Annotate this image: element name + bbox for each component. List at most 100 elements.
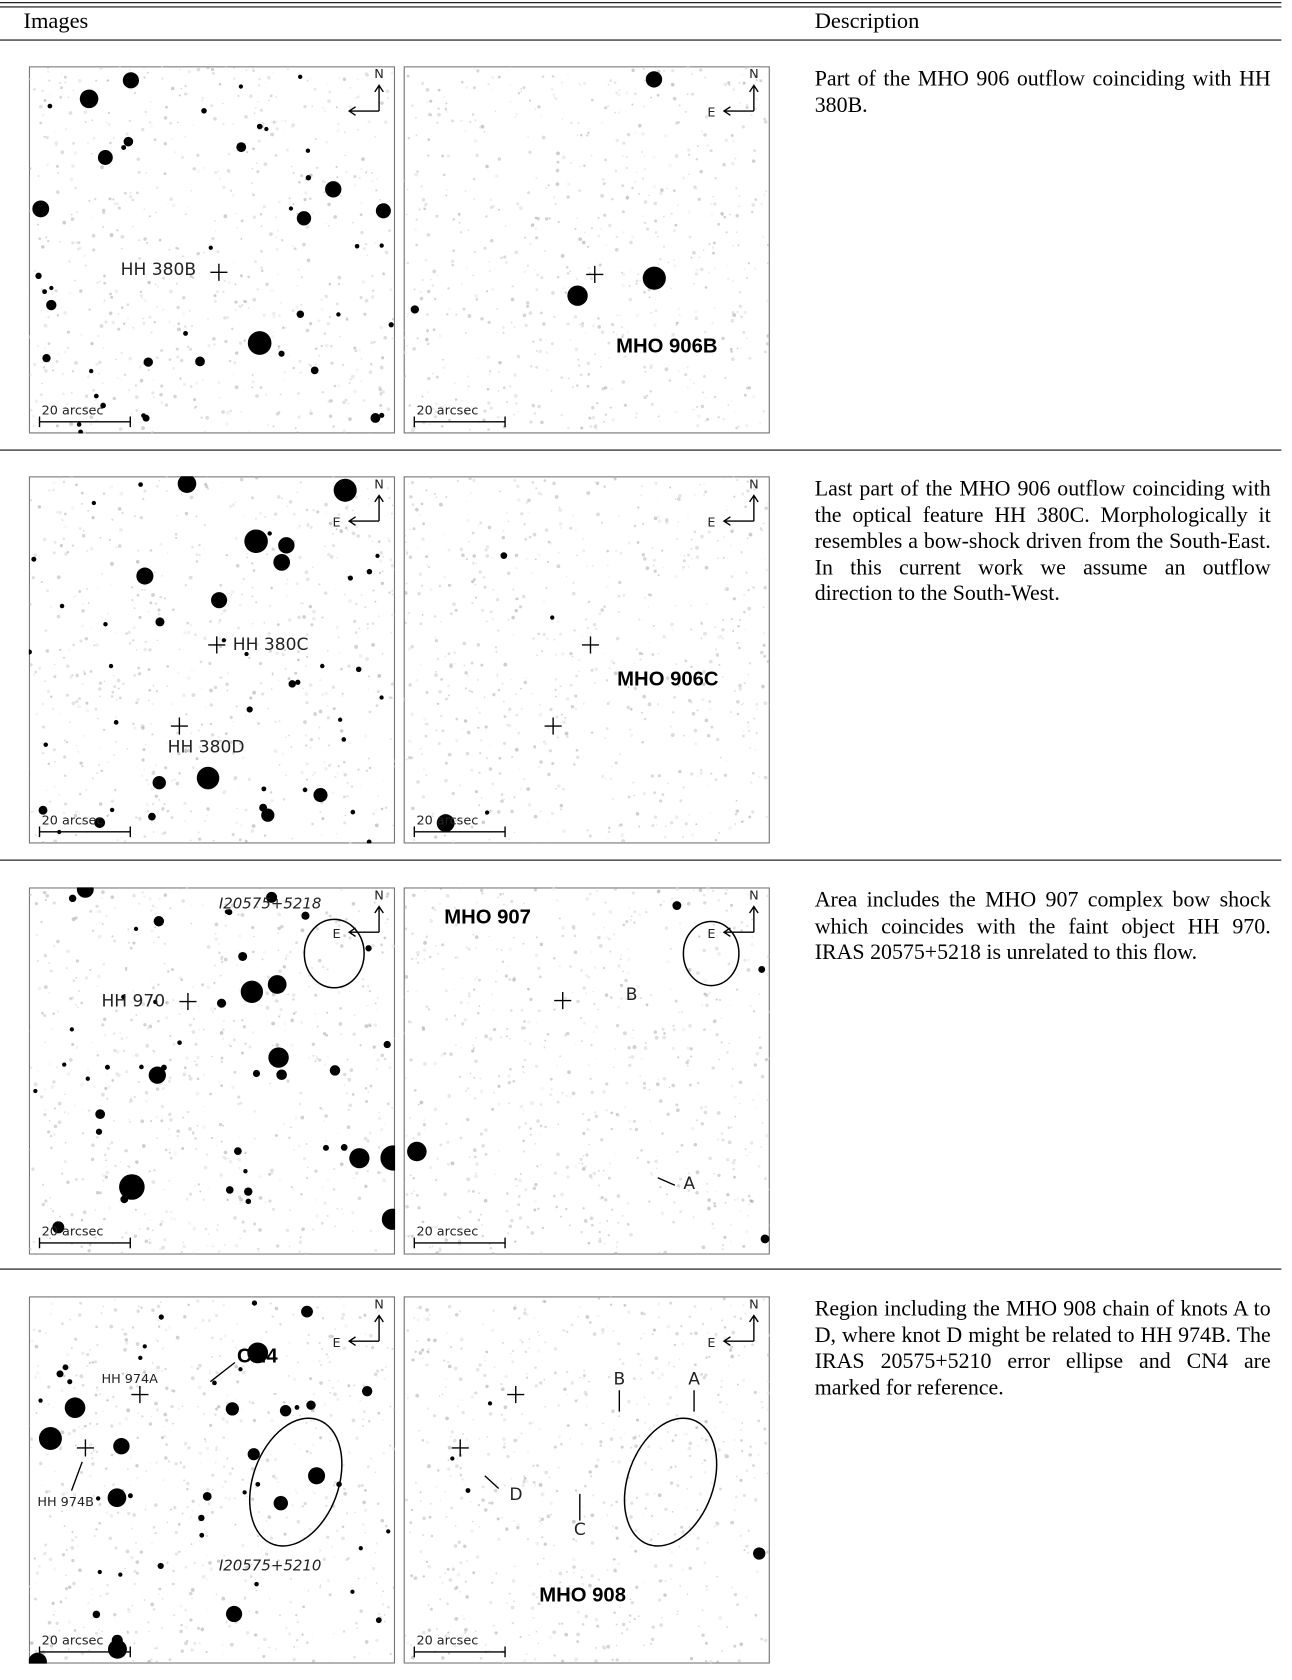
noise xyxy=(129,191,132,195)
noise xyxy=(687,210,691,214)
noise xyxy=(148,1170,152,1173)
noise xyxy=(261,692,265,696)
noise xyxy=(191,276,195,279)
noise xyxy=(325,223,327,225)
noise xyxy=(437,112,441,117)
noise xyxy=(548,217,551,220)
noise xyxy=(171,1582,175,1586)
noise xyxy=(702,669,706,674)
noise xyxy=(196,1077,200,1081)
noise xyxy=(254,106,257,110)
noise xyxy=(381,1419,384,1421)
noise xyxy=(444,778,448,783)
noise xyxy=(67,1620,72,1624)
noise xyxy=(752,485,756,489)
noise xyxy=(405,541,407,543)
noise xyxy=(226,1198,229,1202)
noise xyxy=(703,631,707,636)
noise xyxy=(361,280,366,284)
noise xyxy=(570,705,575,709)
noise xyxy=(722,676,724,678)
noise xyxy=(628,297,633,302)
noise xyxy=(473,250,476,254)
noise xyxy=(284,957,288,960)
noise xyxy=(251,562,254,565)
noise xyxy=(302,242,306,247)
noise xyxy=(191,124,194,126)
noise xyxy=(227,1497,232,1501)
noise xyxy=(346,1092,348,1094)
noise xyxy=(219,1173,223,1177)
noise xyxy=(767,1188,770,1191)
noise xyxy=(235,705,238,708)
noise xyxy=(331,685,335,689)
noise xyxy=(182,1244,186,1249)
noise xyxy=(472,934,474,936)
noise xyxy=(155,270,158,274)
noise xyxy=(573,950,578,955)
noise xyxy=(731,1068,734,1070)
noise xyxy=(224,924,227,927)
noise xyxy=(220,676,224,680)
star xyxy=(108,663,114,669)
noise xyxy=(427,391,430,394)
noise xyxy=(590,668,594,672)
noise xyxy=(547,540,551,544)
noise xyxy=(55,424,59,428)
noise xyxy=(142,497,145,501)
noise xyxy=(490,238,494,243)
noise xyxy=(436,274,439,277)
noise xyxy=(63,1093,66,1095)
noise xyxy=(305,665,307,667)
noise xyxy=(339,529,343,533)
noise xyxy=(66,346,70,350)
noise xyxy=(221,122,225,126)
noise xyxy=(618,515,620,517)
star xyxy=(247,331,272,355)
noise xyxy=(469,1072,472,1075)
image-label: I20575+5218 xyxy=(219,894,321,912)
noise xyxy=(438,1247,442,1251)
noise xyxy=(84,121,87,123)
noise xyxy=(662,900,665,903)
noise xyxy=(550,1087,553,1091)
noise xyxy=(339,335,341,338)
noise xyxy=(255,1589,258,1592)
star xyxy=(103,621,108,627)
noise xyxy=(200,723,204,726)
noise xyxy=(380,101,384,105)
noise xyxy=(240,824,243,827)
noise xyxy=(728,83,731,86)
star xyxy=(278,537,295,554)
noise xyxy=(165,476,169,479)
noise xyxy=(675,662,678,666)
noise xyxy=(314,993,318,997)
noise xyxy=(117,327,121,331)
noise xyxy=(286,505,289,508)
noise xyxy=(63,774,67,777)
star xyxy=(380,1145,396,1171)
noise xyxy=(271,1044,274,1046)
noise xyxy=(505,512,508,515)
noise xyxy=(299,481,303,484)
noise xyxy=(115,398,118,400)
noise xyxy=(496,415,500,419)
noise xyxy=(485,620,488,623)
noise xyxy=(222,1436,226,1440)
noise xyxy=(298,555,302,560)
noise xyxy=(434,673,438,678)
noise xyxy=(116,1073,121,1078)
noise xyxy=(474,1171,478,1175)
noise xyxy=(243,515,246,517)
noise xyxy=(168,1180,171,1182)
noise xyxy=(326,552,331,557)
star xyxy=(278,350,285,357)
noise xyxy=(302,602,305,605)
noise xyxy=(116,552,118,555)
noise xyxy=(733,1095,737,1099)
noise xyxy=(198,554,201,556)
noise xyxy=(318,737,321,740)
noise xyxy=(97,717,99,720)
noise xyxy=(324,767,328,771)
noise xyxy=(341,1499,344,1502)
